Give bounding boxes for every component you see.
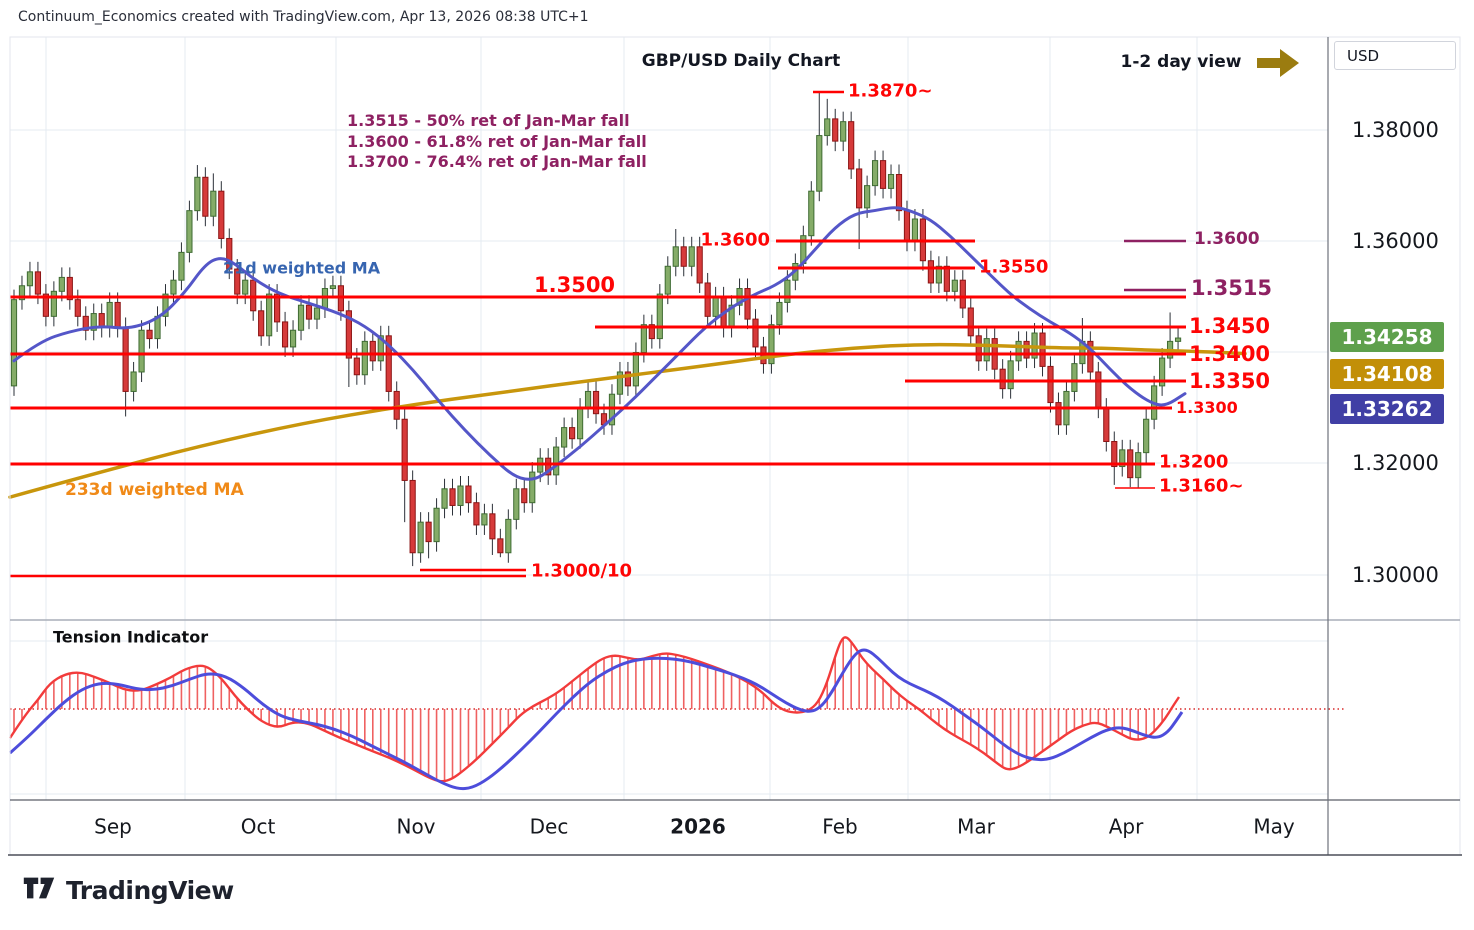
credit-text: Continuum_Economics created with Trading… [18,9,589,25]
price-chart-canvas[interactable] [0,0,1474,862]
tradingview-logo[interactable]: TradingView [20,872,234,908]
tension-red-line [8,636,1180,783]
ma-233-line [8,342,1247,499]
tension-blue-line [9,648,1184,791]
tradingview-logo-text: TradingView [66,875,234,905]
tradingview-logo-icon [20,872,58,908]
ma-21-line [12,206,1187,481]
